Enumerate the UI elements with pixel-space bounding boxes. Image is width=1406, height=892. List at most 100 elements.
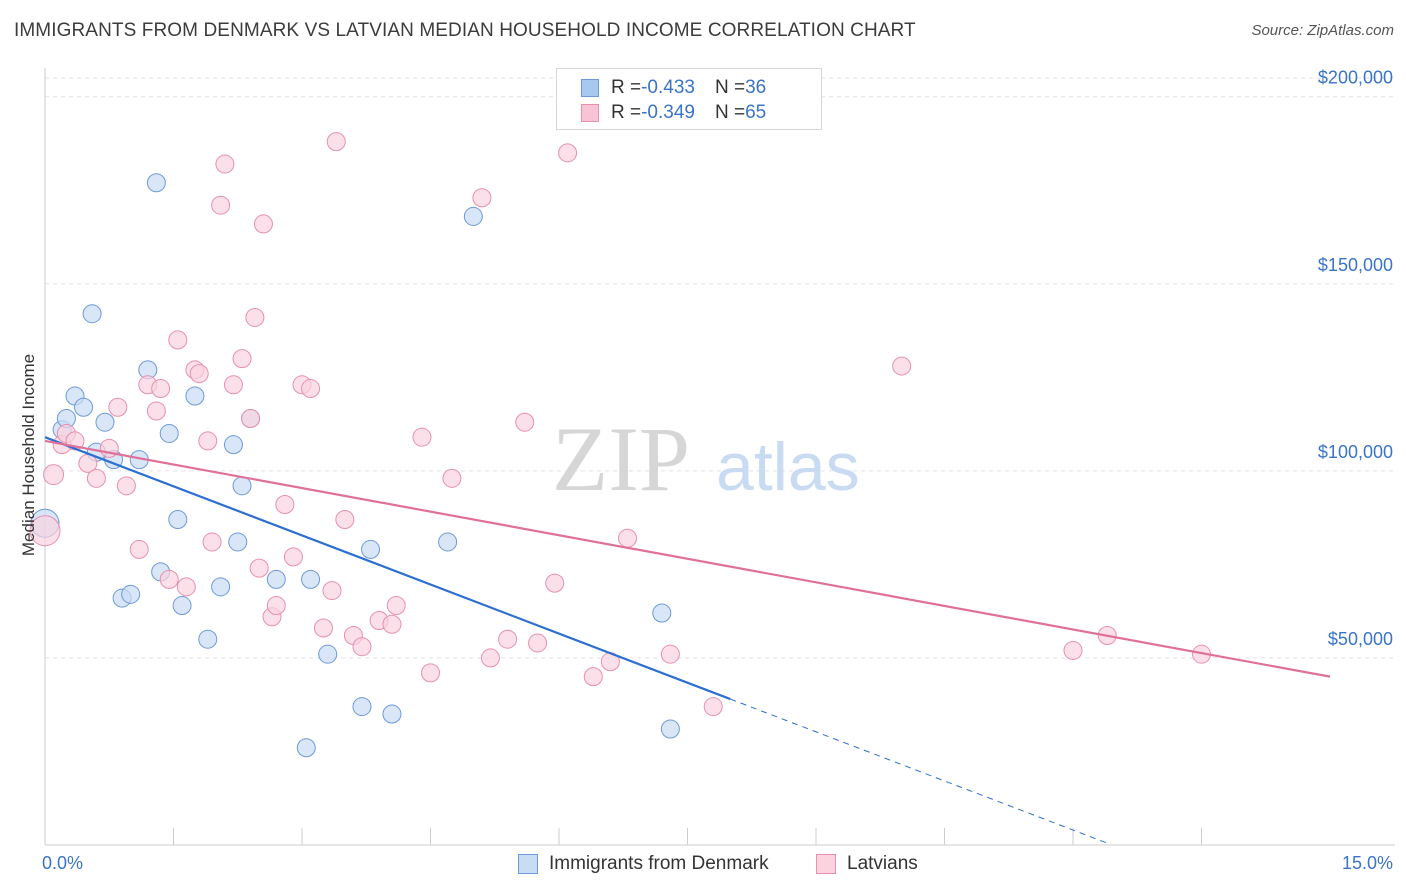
point-denmark [318, 644, 338, 664]
point-latvians [232, 349, 252, 369]
point-latvians [382, 614, 402, 634]
legend-n-label: N = [714, 77, 746, 98]
y-tick-label: $50,000 [1328, 629, 1393, 649]
point-latvians [198, 431, 218, 451]
watermark: ZIP atlas [552, 408, 860, 510]
point-denmark [296, 738, 316, 758]
point-latvians [159, 569, 179, 589]
legend-item-denmark: Immigrants from Denmark [518, 852, 769, 876]
legend-label-denmark: Immigrants from Denmark [549, 853, 769, 874]
point-denmark [121, 584, 141, 604]
point-denmark [382, 704, 402, 724]
point-denmark [185, 386, 205, 406]
legend-r-label: R = [611, 77, 642, 98]
point-latvians [322, 581, 342, 601]
point-denmark [352, 697, 372, 717]
watermark-zip-text: ZIP [552, 408, 690, 510]
point-latvians [1063, 640, 1083, 660]
point-latvians [176, 577, 196, 597]
point-latvians [442, 468, 462, 488]
point-latvians [266, 596, 286, 616]
point-latvians [386, 596, 406, 616]
legend-row-latvians: R = -0.349 N = 65 [581, 100, 766, 126]
point-latvians [108, 397, 128, 417]
point-denmark [198, 629, 218, 649]
trend-line-latvians [44, 439, 1331, 678]
point-latvians [498, 629, 518, 649]
point-latvians [253, 214, 273, 234]
legend-swatch-denmark [518, 854, 538, 874]
point-denmark [232, 476, 252, 496]
point-latvians [515, 412, 535, 432]
point-latvians [168, 330, 188, 350]
tick-labels: $50,000 $100,000 $150,000 $200,000 0.0% 15.0% [42, 68, 1393, 873]
point-denmark [266, 569, 286, 589]
point-denmark [159, 423, 179, 443]
legend-r-value: -0.349 [641, 102, 695, 123]
legend-row-denmark: R = -0.433 N = 36 [581, 75, 766, 101]
point-latvians [29, 515, 61, 547]
x-tick-label: 15.0% [1342, 853, 1393, 873]
point-latvians [202, 532, 222, 552]
y-tick-label: $200,000 [1318, 68, 1393, 88]
legend-n-value: 65 [745, 102, 767, 123]
source-credit: Source: ZipAtlas.com [1251, 22, 1394, 39]
point-latvians [703, 697, 723, 717]
point-latvians [421, 663, 440, 683]
point-latvians [43, 464, 65, 486]
x-tick-label: 0.0% [42, 853, 83, 873]
point-denmark [211, 577, 231, 597]
legend-r-label: R = [611, 102, 642, 123]
point-denmark [463, 206, 483, 226]
legend-swatch-latvians [816, 854, 836, 874]
point-latvians [301, 379, 321, 399]
point-latvians [660, 644, 680, 664]
point-latvians [211, 195, 231, 215]
point-latvians [326, 132, 346, 152]
point-latvians [283, 547, 303, 567]
point-latvians [335, 509, 355, 529]
legend-label-latvians: Latvians [847, 853, 918, 874]
y-tick-label: $100,000 [1318, 442, 1393, 462]
legend-r-value: -0.433 [641, 77, 695, 98]
point-denmark [74, 397, 94, 417]
point-latvians [352, 637, 372, 657]
point-denmark [438, 532, 458, 552]
point-latvians [223, 375, 243, 395]
point-latvians [241, 408, 261, 428]
legend-swatch-denmark [581, 79, 599, 97]
point-latvians [480, 648, 500, 668]
y-axis-label: Median Household Income [19, 354, 38, 556]
stats-legend: R = -0.433 N = 36 R = -0.349 N = 65 [556, 68, 822, 130]
legend-n-value: 36 [745, 77, 767, 98]
watermark-atlas-text: atlas [716, 429, 860, 505]
data-points [29, 132, 1211, 758]
point-latvians [583, 667, 603, 687]
point-denmark [223, 435, 243, 455]
point-latvians [146, 401, 166, 421]
point-latvians [472, 188, 492, 208]
legend-item-latvians: Latvians [816, 852, 918, 876]
point-denmark [652, 603, 672, 623]
point-latvians [189, 364, 209, 384]
legend-swatch-latvians [581, 104, 599, 122]
point-denmark [361, 539, 381, 559]
point-latvians [275, 495, 295, 515]
trend-lines [44, 436, 1331, 844]
point-latvians [558, 143, 578, 163]
point-latvians [892, 356, 912, 376]
point-latvians [412, 427, 432, 447]
point-denmark [660, 719, 680, 739]
point-denmark [301, 569, 321, 589]
point-denmark [172, 596, 192, 616]
point-denmark [146, 173, 166, 193]
point-latvians [249, 558, 269, 578]
point-latvians [245, 307, 265, 327]
axes [44, 68, 1395, 846]
trend-extension-denmark [730, 698, 1108, 844]
point-latvians [151, 379, 171, 399]
chart-title: IMMIGRANTS FROM DENMARK VS LATVIAN MEDIA… [14, 20, 916, 41]
point-denmark [228, 532, 248, 552]
point-latvians [618, 528, 638, 548]
